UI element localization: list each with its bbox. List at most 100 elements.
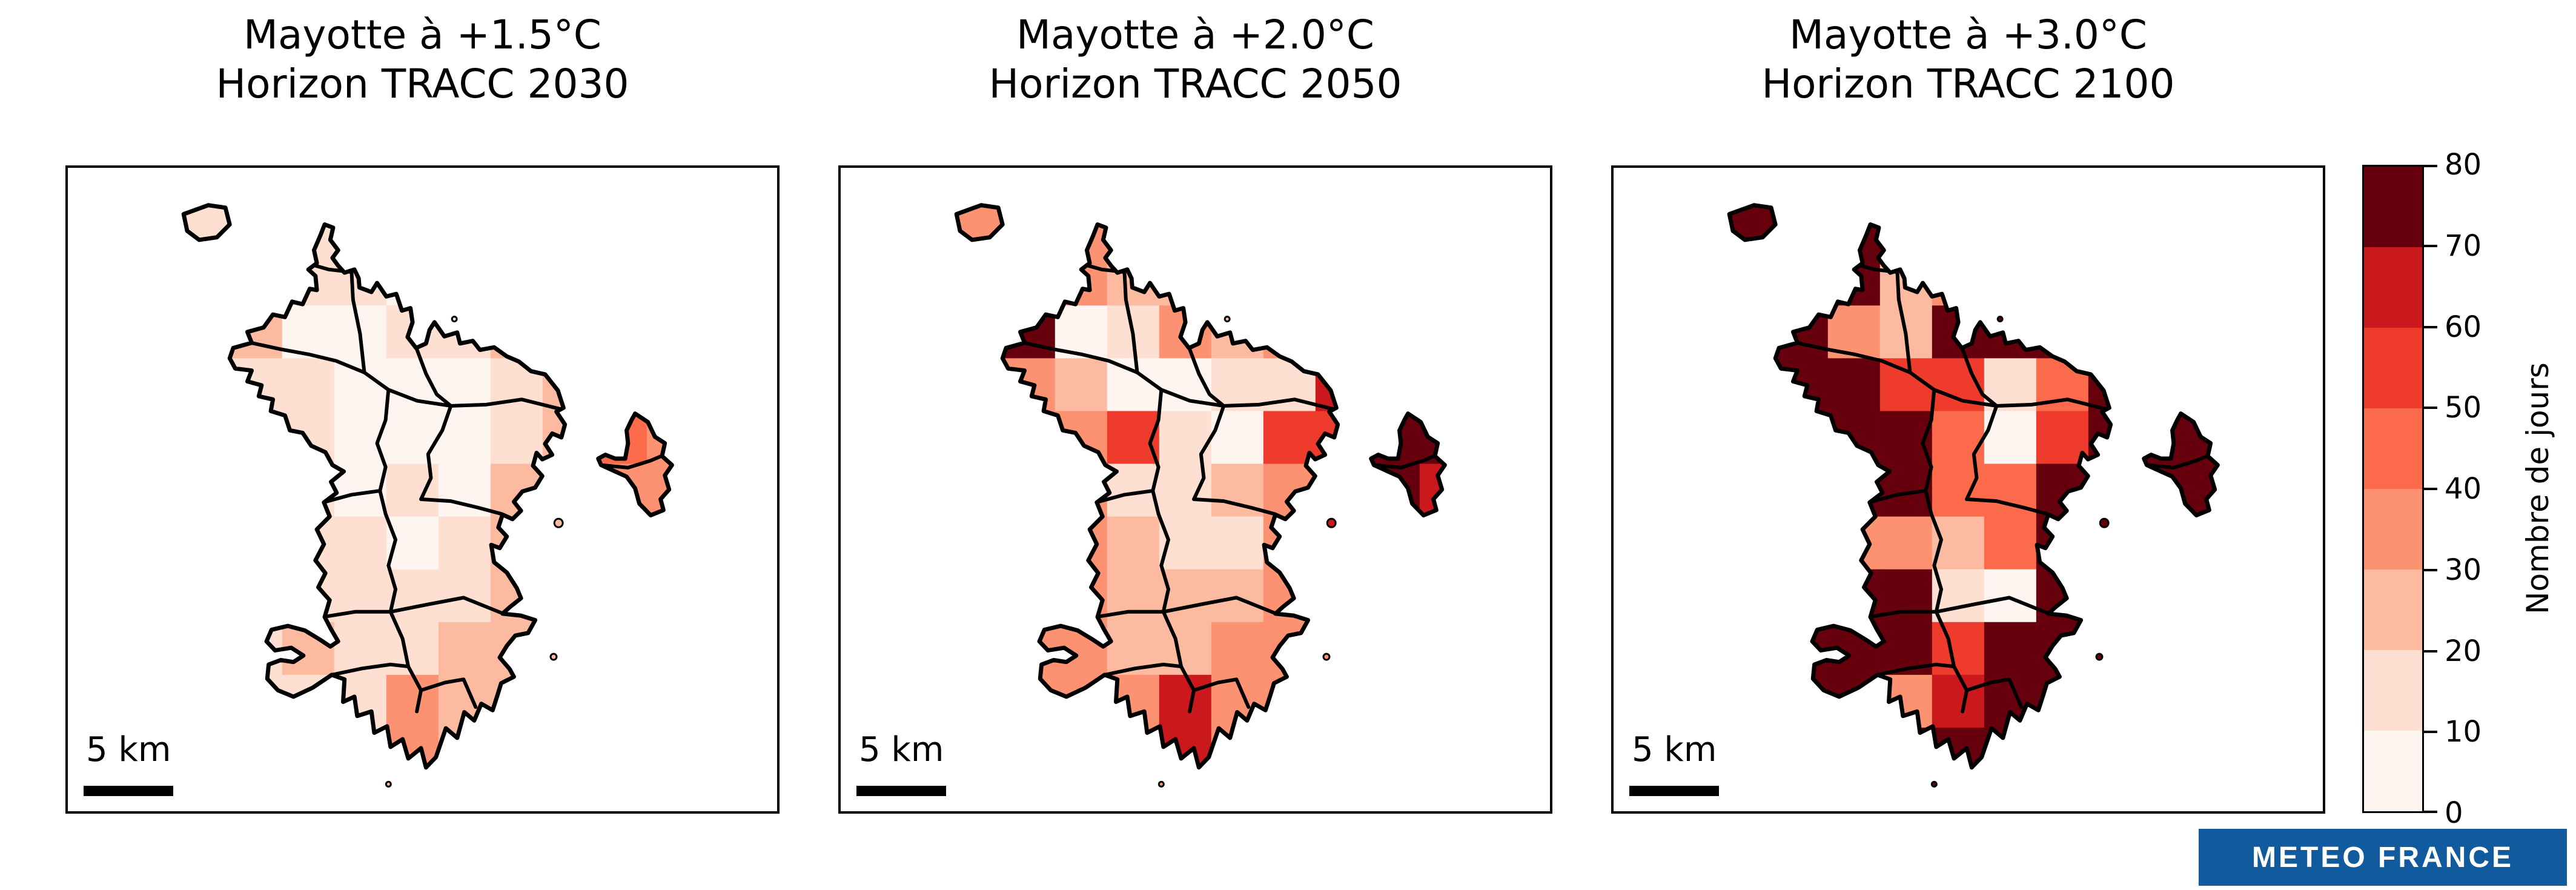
grid-cell [230, 727, 283, 782]
grid-cell [1419, 358, 1445, 412]
commune-boundary-line [1965, 497, 2050, 516]
colorbar-band [2364, 731, 2422, 811]
commune-boundary-line [1961, 347, 1999, 408]
grid-cell [184, 305, 231, 359]
grid-cell [2192, 305, 2218, 359]
commune-boundary-line [1102, 662, 1184, 677]
small-islet [2099, 517, 2110, 528]
panel-2-title-line2: Horizon TRACC 2050 [988, 60, 1402, 107]
grid-cell [2088, 516, 2141, 570]
small-islet [1930, 780, 1938, 788]
grid-cell [386, 411, 439, 465]
colorbar-axis-label: Nombre de jours [2520, 362, 2555, 614]
grid-cell [1984, 205, 2037, 254]
commune-boundary-line [1192, 403, 1226, 501]
commune-boundary-line [1094, 489, 1155, 505]
commune-boundary-line [249, 340, 366, 374]
commune-boundary-line [1148, 388, 1164, 516]
grid-cell [1367, 516, 1420, 570]
commune-boundary-line [349, 270, 366, 374]
grid-cell [1055, 780, 1108, 787]
panel-1-title-line2: Horizon TRACC 2030 [216, 60, 629, 107]
colorbar-tick-mark [2424, 407, 2437, 410]
grid-cell [542, 780, 595, 787]
grid-cell [438, 622, 491, 676]
grid-cell [646, 305, 672, 359]
grid-cell [2088, 463, 2141, 517]
grid-cell [230, 780, 283, 787]
small-islet [1223, 316, 1231, 323]
grid-cell [2036, 674, 2089, 728]
map-panel-3: 5 km [1611, 165, 2325, 814]
grid-cell [1315, 516, 1368, 570]
commune-boundary-line [415, 347, 453, 408]
grid-cell [1729, 516, 1776, 570]
grid-cell [1419, 305, 1445, 359]
panel-3-title: Mayotte à +3.0°C Horizon TRACC 2100 [1611, 11, 2325, 108]
grid-cell [230, 463, 283, 517]
grid-cell [1211, 205, 1264, 254]
grid-cell [1002, 674, 1056, 728]
grid-cell [1315, 358, 1368, 412]
grid-cell [2140, 516, 2193, 570]
grid-cell [646, 253, 672, 307]
grid-cell [1775, 463, 1829, 517]
grid-cell [956, 358, 1004, 412]
grid-cell [2192, 622, 2218, 676]
grid-cell [2088, 358, 2141, 412]
grid-cell [1879, 358, 1933, 412]
grid-cell [1107, 205, 1160, 254]
grid-cell [1729, 358, 1776, 412]
colorbar-tick-mark [2424, 731, 2437, 734]
grid-cell [230, 516, 283, 570]
grid-cell [1211, 253, 1264, 307]
grid-cell [1315, 674, 1368, 728]
grid-cell [1002, 463, 1056, 517]
grid-cell [1263, 727, 1316, 782]
grid-cell [1984, 516, 2037, 570]
grid-cell [184, 569, 231, 623]
grid-cell [1984, 622, 2037, 676]
grid-cell [956, 727, 1004, 782]
grid-cell [2192, 358, 2218, 412]
grid-cell [2036, 780, 2089, 787]
colorbar-tick-mark [2424, 165, 2437, 167]
commune-boundary-line [321, 489, 382, 505]
colorbar-tick-label: 0 [2445, 796, 2463, 830]
grid-cell [542, 674, 595, 728]
grid-cell [2192, 253, 2218, 307]
colorbar-tick-label: 80 [2445, 148, 2482, 182]
commune-boundary-line [1094, 596, 1277, 619]
grid-cell [1827, 674, 1881, 728]
grid-cell [1367, 205, 1420, 254]
grid-cell [2088, 569, 2141, 623]
grid-cell [2036, 727, 2089, 782]
grid-cell [386, 622, 439, 676]
grid-cell [2140, 205, 2193, 254]
grid-cell [2140, 727, 2193, 782]
grid-cell [956, 569, 1004, 623]
grid-cell [1729, 253, 1776, 307]
colorbar-band [2364, 570, 2422, 650]
grid-cell [438, 569, 491, 623]
grid-cell [542, 622, 595, 676]
grid-cell [1211, 727, 1264, 782]
grid-cell [1263, 780, 1316, 787]
grid-cell [956, 411, 1004, 465]
grid-cell [438, 253, 491, 307]
grid-cell [2192, 205, 2218, 254]
mtsamboro-islet-coastline [954, 203, 1005, 242]
grid-cell [594, 463, 647, 517]
grid-cell [2192, 780, 2218, 787]
scale-bar [84, 786, 173, 796]
colorbar-band [2364, 167, 2422, 247]
grid-cell [184, 727, 231, 782]
grid-cell [1419, 569, 1445, 623]
scale-bar-label: 5 km [1632, 730, 1717, 769]
grid-cell [184, 411, 231, 465]
grid-cell [2192, 569, 2218, 623]
grid-cell [1263, 253, 1316, 307]
grid-cell [542, 727, 595, 782]
colorbar-tick-label: 60 [2445, 310, 2482, 344]
